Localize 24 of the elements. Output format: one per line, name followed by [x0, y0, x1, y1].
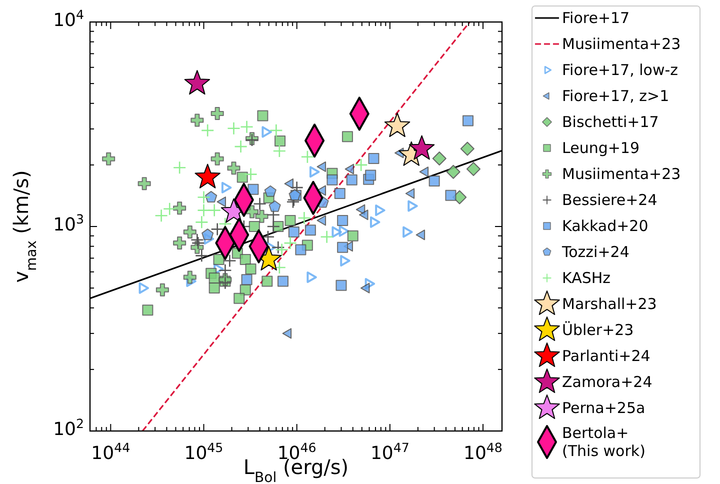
- legend-label: Fiore+17, low-z: [562, 61, 678, 79]
- legend-label: Marshall+23: [562, 295, 657, 313]
- legend-label: Parlanti+24: [562, 347, 650, 365]
- legend-label: Bischetti+17: [562, 113, 659, 131]
- x-tick-label: 10$^{45}$: [184, 440, 224, 464]
- legend-label: Kakkad+20: [562, 217, 648, 235]
- legend-label: Musiimenta+23: [562, 35, 681, 53]
- x-tick-label: 10$^{48}$: [464, 440, 502, 464]
- y-tick-label: 10$^{3}$: [53, 211, 84, 236]
- legend-label: Fiore+17, z>1: [562, 87, 670, 105]
- legend-label: Leung+19: [562, 139, 640, 157]
- x-tick-label: 10$^{47}$: [370, 440, 410, 464]
- legend-label: Bessiere+24: [562, 191, 658, 209]
- legend-label: Bertola+ (This work): [562, 424, 646, 460]
- y-tick-label: 10$^{4}$: [53, 6, 84, 31]
- legend-label: Perna+25a: [562, 399, 646, 417]
- legend-label: Musiimenta+23: [562, 165, 681, 183]
- legend-label: Fiore+17: [562, 9, 630, 27]
- y-tick-label: 10$^{2}$: [53, 416, 84, 440]
- legend-label: KASHz: [562, 269, 611, 287]
- x-tick-label: 10$^{44}$: [91, 440, 130, 464]
- legend-label: Zamora+24: [562, 373, 652, 391]
- legend-label: Übler+23: [562, 321, 634, 339]
- legend-label: Tozzi+24: [561, 243, 630, 261]
